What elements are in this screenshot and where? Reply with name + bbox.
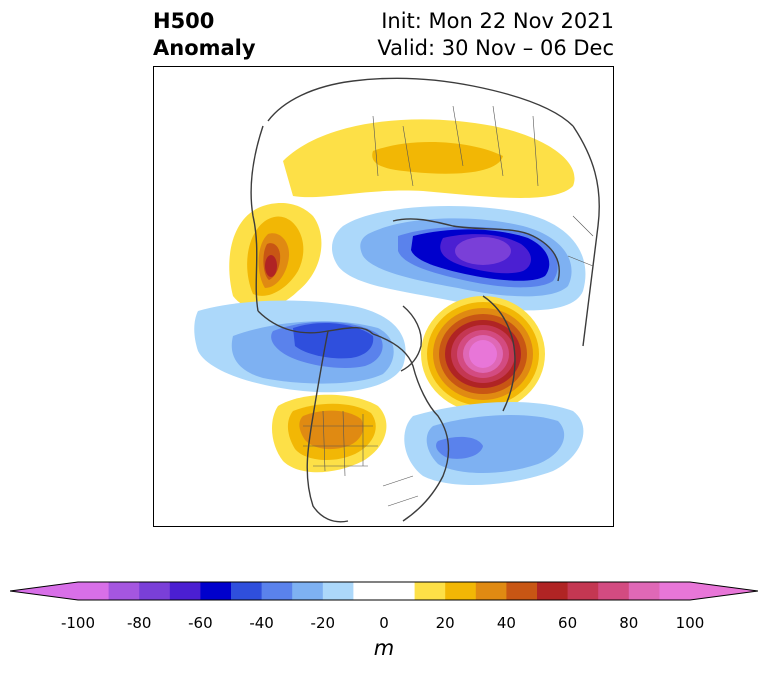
colorbar-tick-label: -80 bbox=[126, 614, 152, 632]
colorbar-segment bbox=[78, 582, 110, 600]
colorbar-segment bbox=[659, 582, 691, 600]
colorbar-outline bbox=[10, 581, 758, 601]
anomaly-canada-negative bbox=[194, 300, 406, 393]
colorbar-min-extend bbox=[10, 582, 78, 600]
colorbar-tick-label: 0 bbox=[379, 614, 389, 632]
colorbar-tick-label: -20 bbox=[310, 614, 336, 632]
anomaly-northern-eurasia-positive bbox=[283, 119, 575, 198]
colorbar-segment bbox=[353, 582, 385, 600]
colorbar-tick-label: 20 bbox=[435, 614, 455, 632]
title-line-2: Anomaly bbox=[153, 36, 256, 60]
anomaly-nw-atlantic-negative bbox=[404, 401, 584, 486]
colorbar-segment bbox=[231, 582, 263, 600]
colorbar-segment bbox=[108, 582, 140, 600]
init-time: Init: Mon 22 Nov 2021 bbox=[381, 9, 614, 33]
colorbar-segment bbox=[384, 582, 416, 600]
colorbar-segment bbox=[200, 582, 232, 600]
colorbar-tick-label: -40 bbox=[249, 614, 274, 632]
valid-range: Valid: 30 Nov – 06 Dec bbox=[377, 36, 614, 60]
colorbar-segment bbox=[261, 582, 293, 600]
colorbar-tick-label: 60 bbox=[558, 614, 578, 632]
colorbar-segment bbox=[598, 582, 630, 600]
anomaly-map bbox=[153, 66, 614, 527]
colorbar-segment bbox=[445, 582, 477, 600]
colorbar-segment bbox=[506, 582, 538, 600]
colorbar-segment bbox=[414, 582, 446, 600]
country-borders bbox=[303, 105, 594, 507]
colorbar-segment bbox=[139, 582, 171, 600]
colorbar-segment bbox=[292, 582, 324, 600]
anomaly-alaska-positive bbox=[229, 203, 322, 309]
colorbar-segment bbox=[567, 582, 599, 600]
colorbar-max-extend bbox=[690, 582, 758, 600]
colorbar-tick-label: 40 bbox=[496, 614, 516, 632]
colorbar bbox=[10, 581, 758, 601]
valid-time: Init: Mon 22 Nov 2021 Valid: 30 Nov – 06… bbox=[377, 8, 614, 62]
colorbar-segment bbox=[169, 582, 201, 600]
title-line-1: H500 bbox=[153, 9, 215, 33]
coastlines bbox=[250, 77, 600, 523]
map-title: H500 Anomaly bbox=[153, 8, 256, 62]
colorbar-unit: m bbox=[373, 636, 395, 660]
colorbar-segment bbox=[537, 582, 569, 600]
colorbar-segment bbox=[628, 582, 660, 600]
colorbar-tick-label: -60 bbox=[188, 614, 213, 632]
anomaly-atlantic-positive bbox=[421, 296, 545, 412]
colorbar-tick-label: 80 bbox=[619, 614, 639, 632]
colorbar-tick-label: 100 bbox=[675, 614, 705, 632]
colorbar-segment bbox=[322, 582, 354, 600]
colorbar-segment bbox=[475, 582, 507, 600]
colorbar-tick-label: -100 bbox=[60, 614, 96, 632]
map-border bbox=[153, 66, 614, 527]
